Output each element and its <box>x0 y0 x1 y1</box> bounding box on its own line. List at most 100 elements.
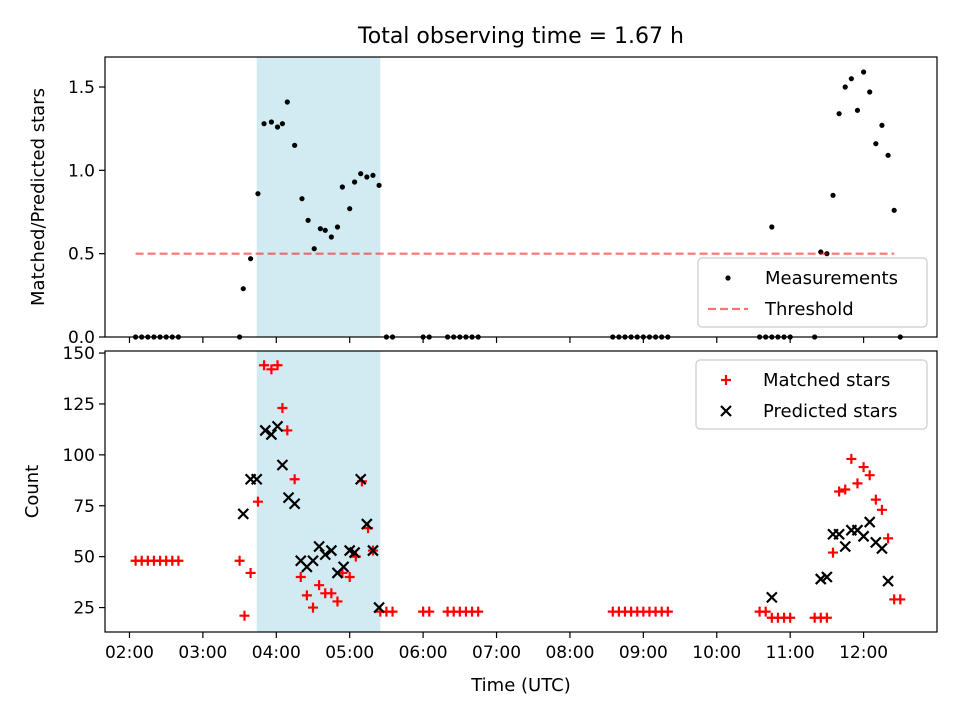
matched-point <box>895 594 906 605</box>
y-tick-label: 0.0 <box>68 328 95 348</box>
predicted-point <box>839 540 852 553</box>
measurement-point <box>836 111 842 117</box>
matched-point <box>785 612 796 623</box>
measurement-point <box>376 182 382 188</box>
measurement-point <box>347 206 353 212</box>
predicted-point <box>319 548 332 561</box>
matched-point <box>314 580 325 591</box>
y-tick-label: 50 <box>73 548 95 568</box>
y-axis-label: Matched/Predicted stars <box>28 88 49 306</box>
matched-point <box>852 478 863 489</box>
ratio-panel: 0.0 0.5 1.0 1.5 Matched/Predicted stars Measu… <box>28 56 938 348</box>
matched-point <box>301 590 312 601</box>
matched-point <box>326 588 337 599</box>
predicted-point <box>288 497 301 510</box>
matched-point <box>473 606 484 617</box>
measurement-point <box>867 89 873 95</box>
measurement-point <box>848 76 854 82</box>
measurement-point <box>873 141 879 147</box>
predicted-point <box>250 473 263 486</box>
x-tick-label: 04:00 <box>252 643 301 663</box>
measurement-point <box>261 121 267 127</box>
legend-measurement-swatch <box>725 275 731 281</box>
x-tick-label: 09:00 <box>619 643 668 663</box>
predicted-point <box>265 428 278 441</box>
y-tick-label: 1.5 <box>68 78 95 98</box>
measurement-point <box>334 224 341 230</box>
x-tick-label: 12:00 <box>839 643 888 663</box>
matched-point <box>821 612 832 623</box>
matched-point <box>289 474 300 485</box>
measurement-point <box>292 142 298 148</box>
legend-matched-swatch <box>721 375 731 385</box>
predicted-point <box>276 459 289 471</box>
y-tick-label: 25 <box>73 599 95 619</box>
predicted-point <box>259 424 272 437</box>
legend-label: Predicted stars <box>763 401 897 422</box>
measurement-point <box>891 207 897 213</box>
x-tick-label: 03:00 <box>178 643 227 663</box>
measurement-point <box>854 107 861 113</box>
legend: Matched stars Predicted stars <box>695 359 928 430</box>
measurement-point <box>364 174 370 180</box>
matched-point <box>266 364 277 375</box>
count-panel: 25 50 75 100 125 150 02:00 03:00 04:00 05:00 06:00… <box>22 344 938 663</box>
matched-point <box>858 462 869 473</box>
predicted-point <box>857 530 870 543</box>
y-tick-label: 150 <box>63 344 95 364</box>
matched-point <box>308 602 318 613</box>
y-tick-label: 125 <box>63 395 95 415</box>
y-tick-label: 0.5 <box>68 245 95 265</box>
matched-point <box>864 470 875 481</box>
measurement-point <box>885 152 891 158</box>
matched-point <box>840 484 851 495</box>
matched-point <box>662 606 673 617</box>
predicted-point <box>821 571 833 583</box>
measurement-point <box>279 121 286 127</box>
matched-point <box>846 453 857 464</box>
matched-point <box>295 572 306 583</box>
legend-label: Measurements <box>765 268 898 289</box>
measurement-point <box>317 226 323 232</box>
legend-box <box>695 359 928 430</box>
measurement-point <box>328 234 334 240</box>
predicted-point <box>361 518 373 530</box>
measurement-point <box>255 191 261 197</box>
matched-point <box>876 504 887 515</box>
axes-frame <box>104 56 938 338</box>
legend-box <box>697 257 928 328</box>
measurement-point <box>248 256 254 262</box>
matched-point <box>870 494 881 505</box>
legend: Measurements Threshold <box>697 257 928 328</box>
x-tick-label: 06:00 <box>399 643 448 663</box>
matched-point <box>387 606 398 617</box>
measurement-point <box>358 171 364 177</box>
predicted-point <box>833 528 845 541</box>
legend-label: Matched stars <box>763 370 890 391</box>
matched-point <box>883 533 894 544</box>
matched-point <box>424 606 435 617</box>
predicted-point <box>373 601 385 614</box>
matched-point <box>332 596 343 607</box>
x-tick-label: 08:00 <box>545 643 594 663</box>
x-tick-label: 07:00 <box>472 643 521 663</box>
measurement-point <box>305 217 311 223</box>
x-axis-label: Time (UTC) <box>470 675 571 696</box>
matched-point <box>834 486 845 497</box>
predicted-point <box>237 508 250 520</box>
matched-point <box>272 360 283 371</box>
predicted-point <box>354 473 367 486</box>
axes-frame <box>104 350 938 633</box>
x-tick-label: 10:00 <box>692 643 741 663</box>
measurement-point <box>842 84 848 90</box>
predicted-point <box>367 544 379 557</box>
predicted-point <box>307 554 319 567</box>
measurement-point <box>322 227 328 233</box>
legend-predicted-swatch <box>720 405 732 417</box>
matched-point <box>282 425 293 436</box>
matched-point <box>259 360 270 371</box>
matched-point <box>234 555 245 566</box>
predicted-point <box>348 546 361 559</box>
predicted-point <box>337 561 350 573</box>
